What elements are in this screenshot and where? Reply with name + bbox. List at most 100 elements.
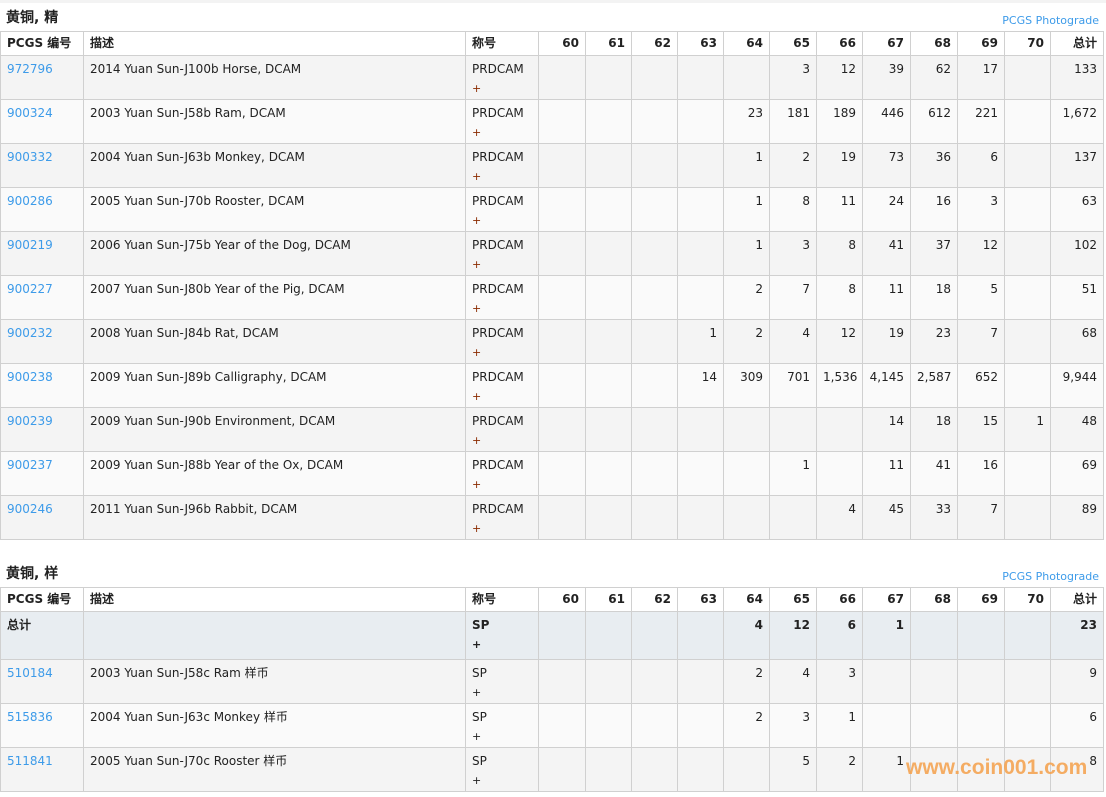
- total-row: 总计 SP +4 12 6 1 23: [0, 611, 1104, 660]
- header-row: PCGS 编号 描述 称号 60 61 62 63 64 65 66 67 68 69 70 总计: [0, 31, 1104, 56]
- grade-count-65: 1: [769, 451, 817, 496]
- pcgs-number-link[interactable]: 510184: [7, 666, 53, 680]
- plus-grade-toggle[interactable]: +: [472, 686, 482, 699]
- total-count: 8: [1050, 747, 1104, 792]
- pcgs-number-link[interactable]: 972796: [7, 62, 53, 76]
- table-row: 972796 2014 Yuan Sun-J100b Horse, DCAM PRD…: [0, 55, 1104, 100]
- grade-count-64: [723, 495, 770, 540]
- plus-grade-toggle[interactable]: +: [472, 522, 482, 535]
- pcgs-number-link[interactable]: 900286: [7, 194, 53, 208]
- grade-count-69: 6: [957, 143, 1005, 188]
- header-grade-61: 61: [585, 587, 632, 612]
- pcgs-number-link[interactable]: 900239: [7, 414, 53, 428]
- grade-count-61: [585, 659, 632, 704]
- plus-grade-toggle[interactable]: +: [472, 126, 482, 139]
- grade-count-65: 4: [769, 319, 817, 364]
- designation-cell: PRDCAM +: [465, 99, 539, 144]
- grade-count-62: [631, 363, 678, 408]
- pcgs-cell: 900246: [0, 495, 84, 540]
- plus-grade-toggle[interactable]: +: [472, 434, 482, 447]
- pcgs-number-link[interactable]: 900238: [7, 370, 53, 384]
- designation: PRDCAM: [472, 458, 524, 472]
- section-gap: [0, 540, 1106, 559]
- photograde-link[interactable]: PCGS Photograde: [1002, 14, 1099, 27]
- pcgs-cell: 900238: [0, 363, 84, 408]
- grade-count-65: 7: [769, 275, 817, 320]
- grade-count-65: 701: [769, 363, 817, 408]
- plus-grade-toggle[interactable]: +: [472, 302, 482, 315]
- grade-count-63: 1: [677, 319, 724, 364]
- grade-count-68: 612: [910, 99, 958, 144]
- grade-count-64: 2: [723, 319, 770, 364]
- plus-grade-toggle[interactable]: +: [472, 346, 482, 359]
- grade-count-68: 36: [910, 143, 958, 188]
- grade-count-67: [862, 703, 911, 748]
- grade-count-60: [538, 99, 586, 144]
- plus-grade-toggle[interactable]: +: [472, 730, 482, 743]
- plus-grade-toggle[interactable]: +: [472, 478, 482, 491]
- grade-count-64: [723, 55, 770, 100]
- designation-cell: PRDCAM +: [465, 55, 539, 100]
- designation-cell: PRDCAM +: [465, 363, 539, 408]
- total-count: 69: [1050, 451, 1104, 496]
- pcgs-number-link[interactable]: 900232: [7, 326, 53, 340]
- grade-count-64: 309: [723, 363, 770, 408]
- grade-count-62: [631, 611, 678, 660]
- pcgs-number-link[interactable]: 900332: [7, 150, 53, 164]
- grade-count-66: 12: [816, 55, 863, 100]
- grade-count-65: [769, 495, 817, 540]
- pcgs-cell: 972796: [0, 55, 84, 100]
- total-count: 6: [1050, 703, 1104, 748]
- pcgs-number-link[interactable]: 900219: [7, 238, 53, 252]
- grade-count-61: [585, 407, 632, 452]
- grade-count-70: [1004, 55, 1051, 100]
- description-cell: 2009 Yuan Sun-J88b Year of the Ox, DCAM: [83, 451, 466, 496]
- grade-count-63: 14: [677, 363, 724, 408]
- grade-count-67: 73: [862, 143, 911, 188]
- grade-count-66: 12: [816, 319, 863, 364]
- plus-grade-toggle[interactable]: +: [472, 170, 482, 183]
- pcgs-number-link[interactable]: 515836: [7, 710, 53, 724]
- plus-grade-toggle[interactable]: +: [472, 258, 482, 271]
- header-grade-65: 65: [769, 31, 817, 56]
- designation: PRDCAM: [472, 326, 524, 340]
- header-grade-60: 60: [538, 587, 586, 612]
- grade-count-67: 41: [862, 231, 911, 276]
- plus-grade-toggle[interactable]: +: [472, 82, 482, 95]
- designation-cell: PRDCAM +: [465, 319, 539, 364]
- pcgs-number-link[interactable]: 900324: [7, 106, 53, 120]
- header-designation: 称号: [465, 587, 539, 612]
- designation: PRDCAM: [472, 62, 524, 76]
- grade-count-68: 2,587: [910, 363, 958, 408]
- header-grade-69: 69: [957, 587, 1005, 612]
- population-table: PCGS 编号 描述 称号 60 61 62 63 64 65 66 67 68 69 70 总计 总计 SP +…: [0, 587, 1104, 792]
- grade-count-66: 11: [816, 187, 863, 232]
- pcgs-number-link[interactable]: 900237: [7, 458, 53, 472]
- grade-count-70: [1004, 275, 1051, 320]
- population-table: PCGS 编号 描述 称号 60 61 62 63 64 65 66 67 68 69 70 总计 97279…: [0, 31, 1104, 540]
- grade-count-64: [723, 747, 770, 792]
- grade-count-70: [1004, 319, 1051, 364]
- pcgs-number-link[interactable]: 900246: [7, 502, 53, 516]
- grade-count-69: [957, 611, 1005, 660]
- grade-count-61: [585, 451, 632, 496]
- total-label: 总计: [7, 618, 32, 632]
- designation-cell: SP +: [465, 703, 539, 748]
- grade-count-61: [585, 611, 632, 660]
- population-report: 黄铜, 精 PCGS Photograde PCGS 编号 描述 称号 60 61 62 63 6…: [0, 3, 1106, 792]
- photograde-link[interactable]: PCGS Photograde: [1002, 570, 1099, 583]
- plus-grade-toggle[interactable]: +: [472, 390, 482, 403]
- grade-count-64: 2: [723, 703, 770, 748]
- grade-count-61: [585, 363, 632, 408]
- plus-grade-toggle[interactable]: +: [472, 638, 482, 651]
- grade-count-63: [677, 407, 724, 452]
- pcgs-number-link[interactable]: 900227: [7, 282, 53, 296]
- pcgs-number-link[interactable]: 511841: [7, 754, 53, 768]
- plus-grade-toggle[interactable]: +: [472, 214, 482, 227]
- header-grade-70: 70: [1004, 587, 1051, 612]
- table-row: 900219 2006 Yuan Sun-J75b Year of the Dog…: [0, 231, 1104, 276]
- grade-count-68: 18: [910, 275, 958, 320]
- total-count: 63: [1050, 187, 1104, 232]
- plus-grade-toggle[interactable]: +: [472, 774, 482, 787]
- grade-count-68: 18: [910, 407, 958, 452]
